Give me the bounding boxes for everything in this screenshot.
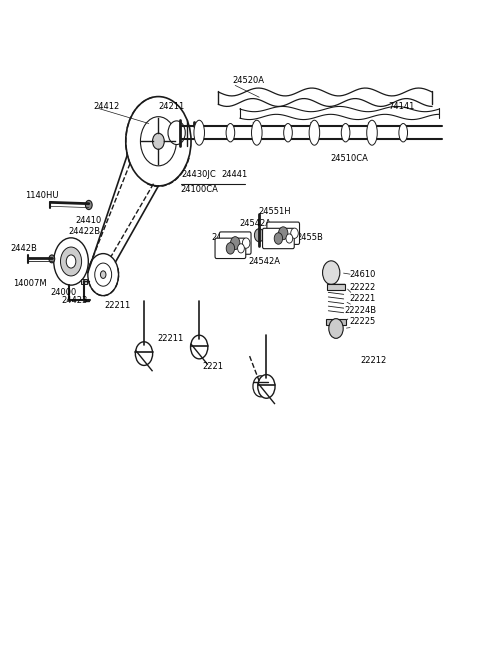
Text: 22224B: 22224B [345, 306, 377, 315]
Circle shape [226, 242, 235, 254]
Ellipse shape [226, 124, 235, 142]
Text: 24441: 24441 [222, 170, 248, 179]
Text: 24520A: 24520A [233, 76, 265, 85]
Circle shape [135, 342, 153, 365]
FancyBboxPatch shape [267, 222, 300, 244]
Bar [326, 319, 346, 325]
Text: 22212: 22212 [360, 355, 386, 365]
Circle shape [60, 247, 82, 276]
Text: 22222: 22222 [349, 283, 376, 292]
Text: 24610: 24610 [349, 270, 376, 279]
Text: 74141: 74141 [388, 102, 414, 111]
Text: 24410: 24410 [76, 215, 102, 225]
Ellipse shape [399, 124, 408, 142]
Text: 22221: 22221 [349, 294, 376, 304]
Text: 14007M: 14007M [13, 279, 47, 288]
FancyBboxPatch shape [263, 228, 294, 248]
Circle shape [254, 229, 264, 242]
Text: 24100CA: 24100CA [180, 185, 218, 194]
Text: 24430JC: 24430JC [181, 170, 216, 179]
Text: 24552A: 24552A [211, 233, 243, 242]
Bar [327, 284, 345, 290]
Text: 22211: 22211 [105, 301, 131, 310]
Circle shape [242, 238, 250, 248]
Text: 24542A: 24542A [249, 257, 281, 266]
Text: 24542A: 24542A [239, 219, 271, 228]
Text: 1140HU: 1140HU [25, 191, 59, 200]
Circle shape [274, 233, 283, 244]
Circle shape [54, 238, 88, 285]
Ellipse shape [309, 120, 320, 145]
Circle shape [153, 133, 164, 149]
Circle shape [230, 237, 240, 250]
Circle shape [291, 228, 298, 238]
Bar [81, 279, 87, 284]
Text: 22211: 22211 [157, 334, 184, 343]
FancyBboxPatch shape [215, 238, 246, 259]
Circle shape [191, 335, 208, 359]
Ellipse shape [341, 124, 350, 142]
Ellipse shape [194, 120, 204, 145]
Circle shape [66, 255, 76, 268]
Circle shape [329, 319, 343, 338]
Text: 24000: 24000 [50, 288, 77, 297]
Text: 22225: 22225 [349, 317, 376, 327]
Text: 24422B: 24422B [68, 227, 100, 236]
Circle shape [286, 234, 293, 243]
Circle shape [238, 244, 244, 253]
Circle shape [85, 200, 92, 210]
Circle shape [258, 374, 275, 398]
Text: 2455B: 2455B [297, 233, 324, 242]
Ellipse shape [252, 120, 262, 145]
Text: 2221: 2221 [203, 362, 224, 371]
Text: 24412: 24412 [94, 102, 120, 111]
Circle shape [278, 227, 288, 240]
Text: 24211: 24211 [158, 102, 185, 111]
Circle shape [168, 121, 185, 145]
Ellipse shape [284, 124, 292, 142]
Text: 24551H: 24551H [258, 207, 291, 216]
Text: 24510CA: 24510CA [330, 154, 368, 164]
Circle shape [253, 376, 268, 397]
Circle shape [323, 261, 340, 284]
FancyBboxPatch shape [219, 232, 251, 254]
Circle shape [49, 255, 55, 263]
Ellipse shape [367, 120, 377, 145]
Circle shape [100, 271, 106, 279]
Text: 2442B: 2442B [11, 244, 37, 253]
Text: 24423: 24423 [61, 296, 88, 306]
